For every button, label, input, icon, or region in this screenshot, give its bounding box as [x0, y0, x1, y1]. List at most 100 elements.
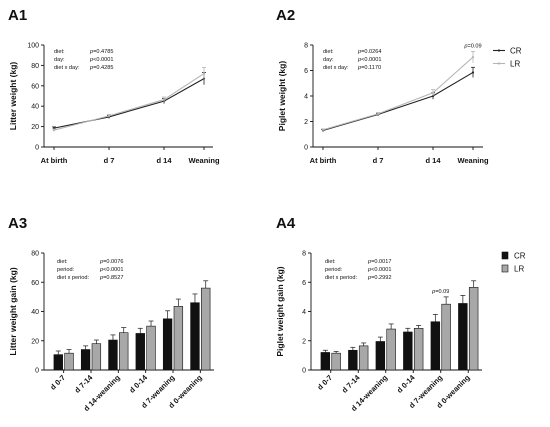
- data-point: [52, 129, 56, 132]
- stat-label: diet:: [57, 259, 68, 265]
- x-tick-label: d 14: [156, 156, 172, 165]
- bar-cr: [403, 331, 413, 371]
- stat-value: p=0.4285: [89, 65, 114, 71]
- data-point: [376, 112, 380, 115]
- x-tick-label: d 7: [373, 156, 384, 165]
- y-tick-label: 8: [304, 43, 308, 50]
- stat-value: p=0.0264: [357, 49, 382, 55]
- y-tick-label: 60: [31, 280, 39, 287]
- stat-value: p<0.0001: [367, 267, 392, 273]
- y-tick-label: 2: [304, 119, 308, 126]
- stat-value: p=0.8527: [99, 275, 124, 281]
- legend-marker: [497, 62, 501, 65]
- y-tick-label: 0: [302, 368, 306, 375]
- panel-a1: A1 Litter weight (kg) 0 20 40 60 80 100 At birth…: [8, 7, 220, 165]
- x-tick-label: At birth: [41, 156, 68, 165]
- bar-lr: [331, 352, 341, 371]
- x-tick-label: Weaning: [188, 156, 220, 165]
- data-point: [431, 91, 435, 94]
- y-tick-label: 6: [302, 280, 306, 287]
- data-point: [202, 72, 206, 75]
- data-point: [471, 71, 475, 74]
- data-point: [321, 128, 325, 131]
- data-point: [107, 114, 111, 117]
- bar-lr: [441, 303, 451, 371]
- stat-value: p<0.0001: [99, 267, 124, 273]
- bar-cr: [375, 341, 386, 371]
- p-value-annotation: p=0.09: [431, 289, 449, 295]
- data-point: [162, 98, 166, 101]
- stat-label: diet:: [54, 49, 65, 55]
- panel-label: A2: [276, 7, 295, 24]
- series-line-cr: [322, 71, 474, 131]
- y-tick-label: 6: [304, 68, 308, 75]
- x-tick-label: d 7: [104, 156, 115, 165]
- y-tick-label: 100: [27, 43, 39, 50]
- y-tick-label: 20: [31, 124, 39, 131]
- stat-value: p<0.0001: [357, 57, 382, 63]
- stat-value: p=0.1170: [357, 65, 381, 71]
- stat-label: day:: [323, 57, 334, 63]
- x-tick-label: d 0-14: [395, 372, 417, 394]
- bar-cr: [53, 354, 63, 371]
- x-tick-label: d 7-14: [340, 372, 362, 394]
- stat-value: p<0.0001: [89, 57, 114, 63]
- p-value-annotation: p=0.09: [463, 43, 481, 49]
- series-line-lr: [53, 73, 205, 131]
- stat-label: diet x day:: [54, 65, 80, 71]
- y-axis-title: Litter weight gain (kg): [8, 267, 18, 355]
- stat-label: day:: [54, 57, 65, 63]
- bar-lr: [91, 343, 102, 371]
- y-tick-label: 2: [302, 338, 306, 345]
- x-tick-label: d 0-7: [48, 373, 67, 392]
- bar-lr: [119, 332, 129, 371]
- series-line-lr: [322, 56, 474, 131]
- bar-lr: [201, 287, 211, 371]
- panel-a3: A3 Litter weight gain (kg) 0 20 40 60 80 d 0-7 d…: [8, 215, 214, 413]
- stat-label: diet x period:: [325, 275, 357, 281]
- stat-value: p=0.2992: [367, 275, 392, 281]
- x-tick-label: d 14: [425, 156, 441, 165]
- y-tick-label: 4: [304, 94, 308, 101]
- y-tick-label: 80: [31, 251, 39, 258]
- panel-label: A1: [8, 7, 27, 24]
- y-axis-title: Litter weight (kg): [8, 62, 18, 131]
- bar-lr: [358, 345, 369, 371]
- panel-label: A3: [8, 215, 27, 232]
- panel-label: A4: [276, 215, 296, 232]
- legend-marker: [497, 49, 501, 52]
- bar-cr: [348, 349, 358, 371]
- panel-a2: A2 Piglet weight (kg) 0 2 4 6 8 At birth d 7 d 14…: [276, 7, 522, 165]
- x-tick-label: d 0-7: [315, 373, 334, 392]
- y-axis-title: Piglet weight (kg): [277, 61, 287, 132]
- data-point: [471, 56, 475, 59]
- stat-value: p=0.4785: [89, 49, 114, 55]
- bar-cr: [162, 318, 173, 371]
- y-tick-label: 0: [35, 368, 39, 375]
- bar-lr: [173, 306, 184, 371]
- y-tick-label: 40: [31, 309, 39, 316]
- stat-label: period:: [57, 267, 75, 273]
- x-tick-label: d 0-14: [127, 372, 149, 394]
- legend-swatch: [501, 251, 509, 260]
- legend-label: CR: [510, 47, 522, 56]
- stat-label: diet:: [323, 49, 334, 55]
- y-tick-label: 20: [31, 338, 39, 345]
- y-tick-label: 4: [302, 309, 306, 316]
- y-tick-label: 40: [31, 104, 39, 111]
- y-tick-label: 8: [302, 251, 306, 258]
- stat-value: p=0.0017: [367, 259, 392, 265]
- bar-cr: [190, 302, 200, 371]
- bar-lr: [146, 325, 156, 371]
- bar-cr: [458, 303, 468, 371]
- legend-label: LR: [514, 265, 524, 274]
- stat-label: diet x day:: [323, 65, 349, 71]
- bar-cr: [320, 352, 331, 371]
- legend-label: CR: [514, 252, 526, 261]
- legend-label: LR: [510, 60, 520, 69]
- bar-lr: [64, 352, 74, 371]
- bar-lr: [413, 328, 424, 371]
- x-tick-label: d 7-14: [73, 372, 95, 394]
- y-tick-label: 0: [35, 145, 39, 152]
